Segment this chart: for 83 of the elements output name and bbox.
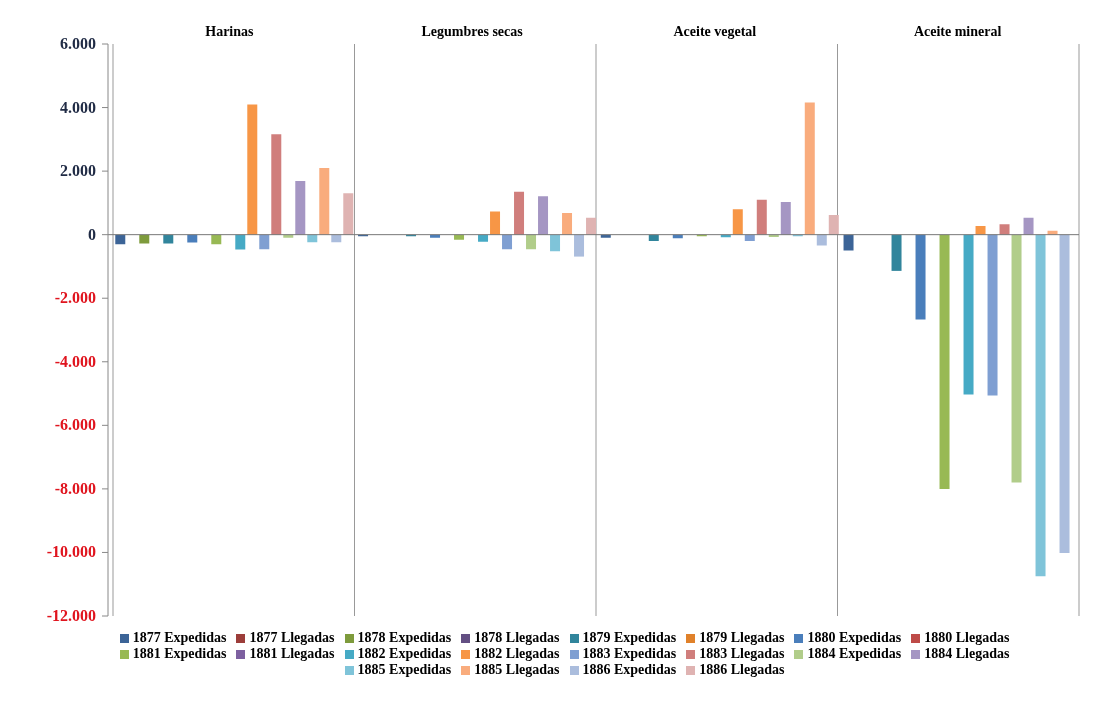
bar: [163, 234, 174, 244]
x-tick-label: Aceite mineral: [913, 24, 1002, 39]
bar: [1035, 234, 1046, 577]
y-tick-label: 4.000: [60, 98, 96, 116]
bar: [478, 234, 489, 242]
legend-label: 1883 Expedidas: [582, 646, 677, 661]
x-tick-label: Aceite vegetal: [673, 24, 757, 39]
y-tick-label: 2.000: [60, 162, 96, 180]
legend-label: 1883 Llegadas: [699, 646, 785, 661]
y-tick-label: -8.000: [54, 479, 96, 497]
legend-label: 1877 Expedidas: [132, 630, 227, 645]
bar: [828, 214, 839, 235]
bar: [1059, 234, 1070, 554]
bar: [600, 234, 611, 238]
y-tick-label: -12.000: [46, 607, 96, 624]
legend-label: 1879 Llegadas: [699, 630, 785, 645]
bar: [780, 201, 791, 235]
bar: [939, 234, 950, 489]
bar: [343, 193, 354, 235]
y-tick-label: -6.000: [54, 416, 96, 434]
bar: [963, 234, 974, 395]
legend-label: 1881 Expedidas: [132, 646, 227, 661]
legend-label: 1885 Expedidas: [357, 662, 452, 677]
legend-label: 1884 Expedidas: [807, 646, 902, 661]
bar: [550, 234, 561, 252]
bar: [271, 134, 282, 235]
bar: [804, 102, 815, 235]
legend-label: 1882 Expedidas: [357, 646, 452, 661]
legend-label: 1886 Llegadas: [699, 662, 785, 677]
x-tick-label: Legumbres secas: [421, 24, 524, 39]
bar: [307, 234, 318, 243]
bar: [538, 196, 549, 235]
bar: [732, 209, 743, 235]
bar: [235, 234, 246, 250]
bar: [187, 234, 198, 243]
legend-label: 1885 Llegadas: [474, 662, 560, 677]
bar: [586, 217, 597, 235]
bar: [843, 234, 854, 251]
bar: [514, 191, 525, 235]
bar: [115, 234, 126, 245]
bar: [259, 234, 270, 250]
bar: [319, 167, 330, 235]
bar: [975, 226, 986, 235]
legend-label: 1878 Expedidas: [357, 630, 452, 645]
legend-label: 1880 Expedidas: [807, 630, 902, 645]
bar: [768, 234, 779, 237]
legend-label: 1882 Llegadas: [474, 646, 560, 661]
legend-label: 1880 Llegadas: [924, 630, 1010, 645]
bar: [987, 234, 998, 396]
bar: [430, 234, 441, 238]
bar: [915, 234, 926, 320]
bar: [1023, 217, 1034, 235]
bar: [283, 234, 294, 238]
bar: [295, 180, 306, 235]
y-tick-label: -2.000: [54, 289, 96, 307]
y-tick-label: 6.000: [60, 35, 96, 52]
bar: [502, 234, 513, 250]
bar: [574, 234, 585, 257]
bar: [526, 234, 537, 250]
legend-label: 1878 Llegadas: [474, 630, 560, 645]
bar: [756, 199, 767, 235]
bar: [139, 234, 150, 244]
x-tick-label: Harinas: [205, 24, 255, 39]
legend-label: 1879 Expedidas: [582, 630, 677, 645]
bar: [247, 104, 258, 235]
legend-label: 1884 Llegadas: [924, 646, 1010, 661]
bar: [454, 234, 465, 240]
y-tick-label: -10.000: [46, 543, 96, 561]
bar: [1011, 234, 1022, 483]
bar: [744, 234, 755, 242]
legend-label: 1886 Expedidas: [582, 662, 677, 677]
bar: [331, 234, 342, 243]
bar: [999, 224, 1010, 235]
bar: [490, 211, 501, 235]
bar: [211, 234, 222, 245]
bar: [891, 234, 902, 271]
y-tick-label: -4.000: [54, 352, 96, 370]
y-tick-label: 0: [88, 225, 96, 243]
legend-label: 1877 Llegadas: [249, 630, 335, 645]
legend-label: 1881 Llegadas: [249, 646, 335, 661]
bar: [816, 234, 827, 246]
bar: [562, 213, 573, 235]
bar: [648, 234, 659, 242]
